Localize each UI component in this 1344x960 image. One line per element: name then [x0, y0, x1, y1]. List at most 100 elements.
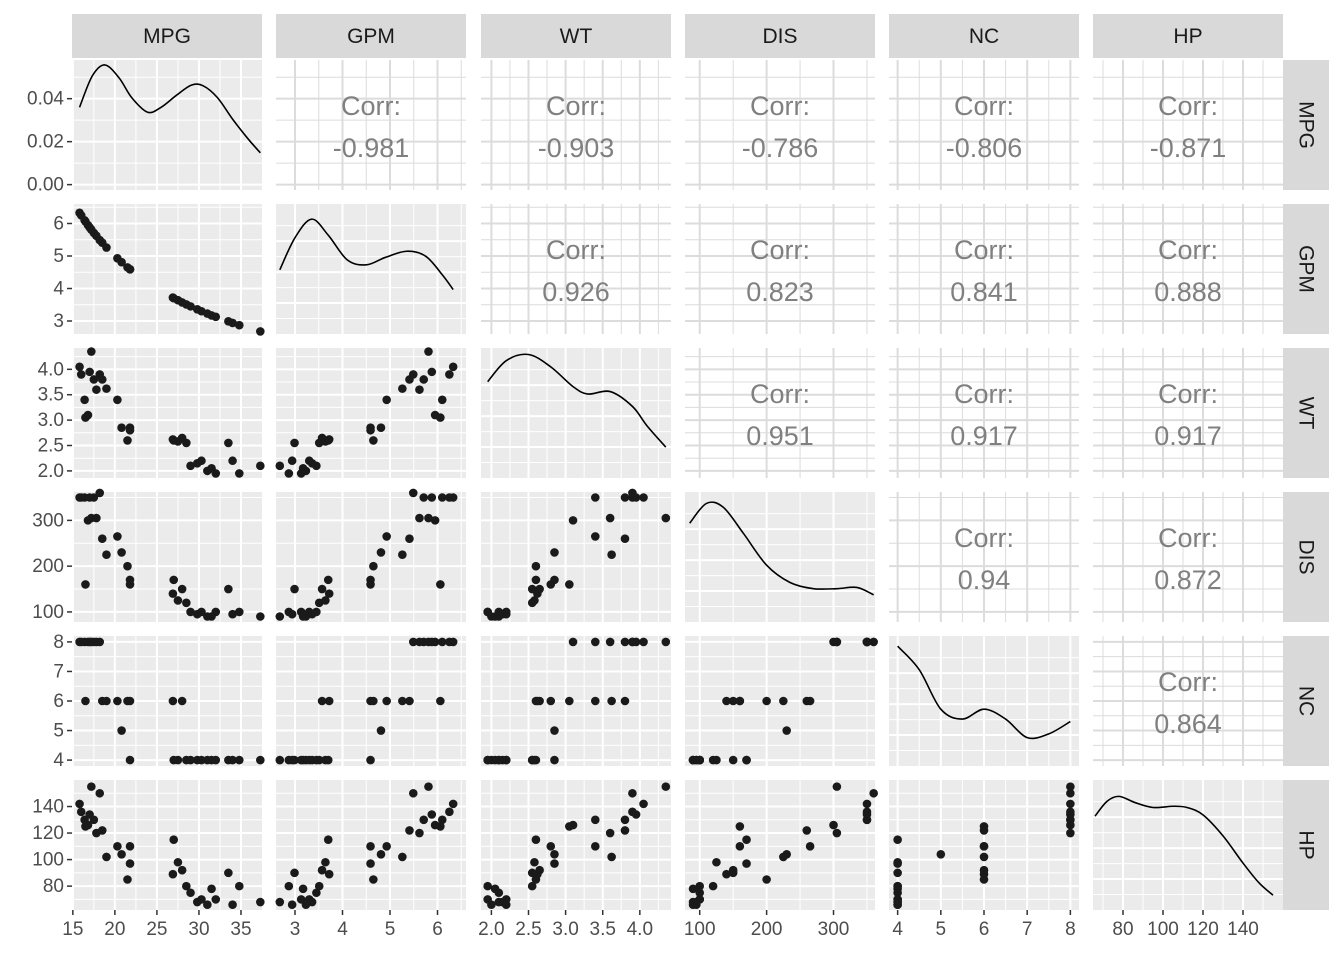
x-axis-tick-label-hp: 100: [1147, 919, 1179, 940]
x-axis-tick-label-dis: 100: [684, 919, 716, 940]
x-axis-tick-label-gpm: 6: [432, 919, 443, 940]
panel-dis-mpg-point: [169, 575, 179, 585]
panel-wt-mpg-point: [89, 375, 99, 384]
panel-dis-hp-corr-label: Corr:: [1158, 523, 1218, 553]
panel-dis-gpm-point: [314, 598, 324, 608]
panel-hp-wt-point: [530, 857, 539, 867]
panel-hp-mpg-point: [123, 875, 132, 884]
y-axis-tick-label-dis: 300: [32, 510, 64, 531]
panel-hp-gpm-point: [382, 842, 391, 851]
panel-nc-gpm-point: [445, 637, 454, 647]
panel-nc-wt-point: [546, 696, 556, 706]
panel-nc-wt-point: [605, 637, 615, 647]
panel-hp-dis-point: [728, 868, 738, 878]
panel-hp-nc-point: [1066, 782, 1075, 791]
panel-gpm-dis-corr-label: Corr:: [750, 235, 810, 265]
panel-nc-dis-point: [742, 755, 751, 765]
panel-nc-mpg-point: [95, 637, 105, 647]
panel-hp-wt-point: [527, 868, 537, 878]
panel-hp-wt-point: [620, 826, 630, 835]
panel-gpm-mpg-point: [211, 312, 221, 322]
panel-wt-mpg-point: [75, 362, 84, 372]
row-strip-nc: [1283, 636, 1329, 766]
panel-dis-wt-point: [527, 584, 537, 594]
panel-gpm-mpg-point: [102, 243, 111, 252]
panel-hp-gpm-point: [424, 782, 433, 791]
panel-dis-nc-corr-label: Corr:: [954, 523, 1014, 553]
panel-hp-wt-point: [590, 815, 600, 825]
panel-wt-gpm-point: [314, 438, 324, 448]
panel-mpg-gpm-corr-label: Corr:: [341, 91, 401, 121]
panel-hp-gpm-point: [275, 897, 285, 907]
panel-dis-wt-point: [620, 534, 630, 543]
panel-hp-mpg-point: [177, 865, 187, 875]
row-strip-hp: [1283, 780, 1329, 910]
panel-dis-hp-corr-value: 0.872: [1154, 565, 1222, 595]
panel-hp-wt-point: [605, 828, 615, 838]
panel-hp-dis-point: [829, 820, 838, 830]
panel-mpg-hp-corr-label: Corr:: [1158, 91, 1218, 121]
panel-hp-wt-point: [550, 859, 559, 868]
y-axis-tick-label-wt: 2.0: [38, 461, 64, 482]
panel-hp-wt-point: [501, 900, 511, 909]
panel-hp-mpg-point: [182, 881, 191, 891]
panel-dis-wt-point: [568, 516, 578, 525]
panel-hp-gpm-point: [324, 869, 334, 879]
y-axis-tick-label-nc: 8: [53, 632, 64, 653]
panel-wt-mpg-point: [235, 469, 244, 478]
panel-hp-dis-point: [735, 842, 745, 851]
panel-hp-dis-point: [869, 788, 878, 798]
panel-wt-gpm-point: [445, 370, 454, 379]
panel-nc-wt-point: [527, 755, 537, 765]
panel-dis-mpg-point: [168, 589, 178, 598]
panel-nc-gpm-point: [415, 637, 424, 647]
panel-dis-dis-density-line: [689, 501, 875, 596]
column-strip-label-dis: DIS: [762, 25, 797, 48]
panel-hp-wt-point: [631, 810, 641, 819]
panel-dis-mpg-background: [72, 492, 262, 622]
panel-hp-mpg-point: [97, 826, 107, 835]
panel-dis-mpg-point: [81, 580, 90, 589]
panel-hp-gpm-point: [437, 815, 447, 825]
panel-dis-wt-point: [607, 550, 616, 560]
panel-dis-hp-background: [1093, 492, 1283, 622]
panel-hp-mpg-point: [256, 897, 265, 907]
panel-nc-mpg-point: [211, 755, 221, 765]
panel-wt-mpg-point: [117, 423, 126, 433]
panel-wt-nc-corr-label: Corr:: [954, 379, 1014, 409]
panel-hp-nc-point: [893, 868, 902, 878]
panel-gpm-hp-background: [1093, 204, 1283, 334]
panel-hp-hp-background: [1093, 780, 1283, 910]
panel-gpm-mpg-point: [256, 327, 265, 336]
panel-mpg-wt-corr-label: Corr:: [546, 91, 606, 121]
panel-hp-mpg-point: [207, 884, 216, 894]
panel-mpg-gpm-corr-value: -0.981: [333, 133, 410, 163]
panel-gpm-mpg-point: [235, 320, 244, 330]
panel-gpm-mpg-point: [117, 257, 126, 267]
panel-dis-wt-point: [501, 609, 511, 619]
panel-hp-gpm-point: [436, 822, 445, 831]
panel-hp-dis-point: [742, 835, 751, 844]
panel-hp-nc-point: [893, 881, 902, 891]
panel-wt-mpg-point: [76, 370, 86, 379]
panel-dis-gpm-point: [382, 532, 391, 541]
panel-dis-mpg-point: [224, 584, 233, 594]
panel-wt-gpm-point: [304, 456, 314, 466]
panel-dis-gpm-point: [405, 534, 414, 543]
panel-dis-mpg-point: [211, 607, 221, 617]
panel-hp-gpm-point: [445, 807, 454, 817]
panel-hp-mpg-point: [168, 869, 178, 879]
panel-hp-dis-point: [862, 815, 872, 825]
y-axis-tick-label-nc: 7: [53, 661, 64, 682]
panel-mpg-hp-corr-value: -0.871: [1150, 133, 1227, 163]
panel-hp-dis-point: [832, 782, 842, 791]
y-axis-tick-label-hp: 80: [43, 876, 64, 897]
panel-dis-wt-point: [550, 548, 559, 557]
y-axis-tick-label-wt: 2.5: [38, 436, 64, 457]
x-axis-tick-label-mpg: 30: [188, 919, 209, 940]
panel-dis-gpm-point: [366, 580, 375, 589]
panel-dis-mpg-point: [235, 607, 244, 617]
panel-wt-mpg-point: [256, 461, 265, 471]
y-axis-tick-label-hp: 100: [32, 850, 64, 871]
panel-hp-wt-point: [527, 881, 537, 891]
